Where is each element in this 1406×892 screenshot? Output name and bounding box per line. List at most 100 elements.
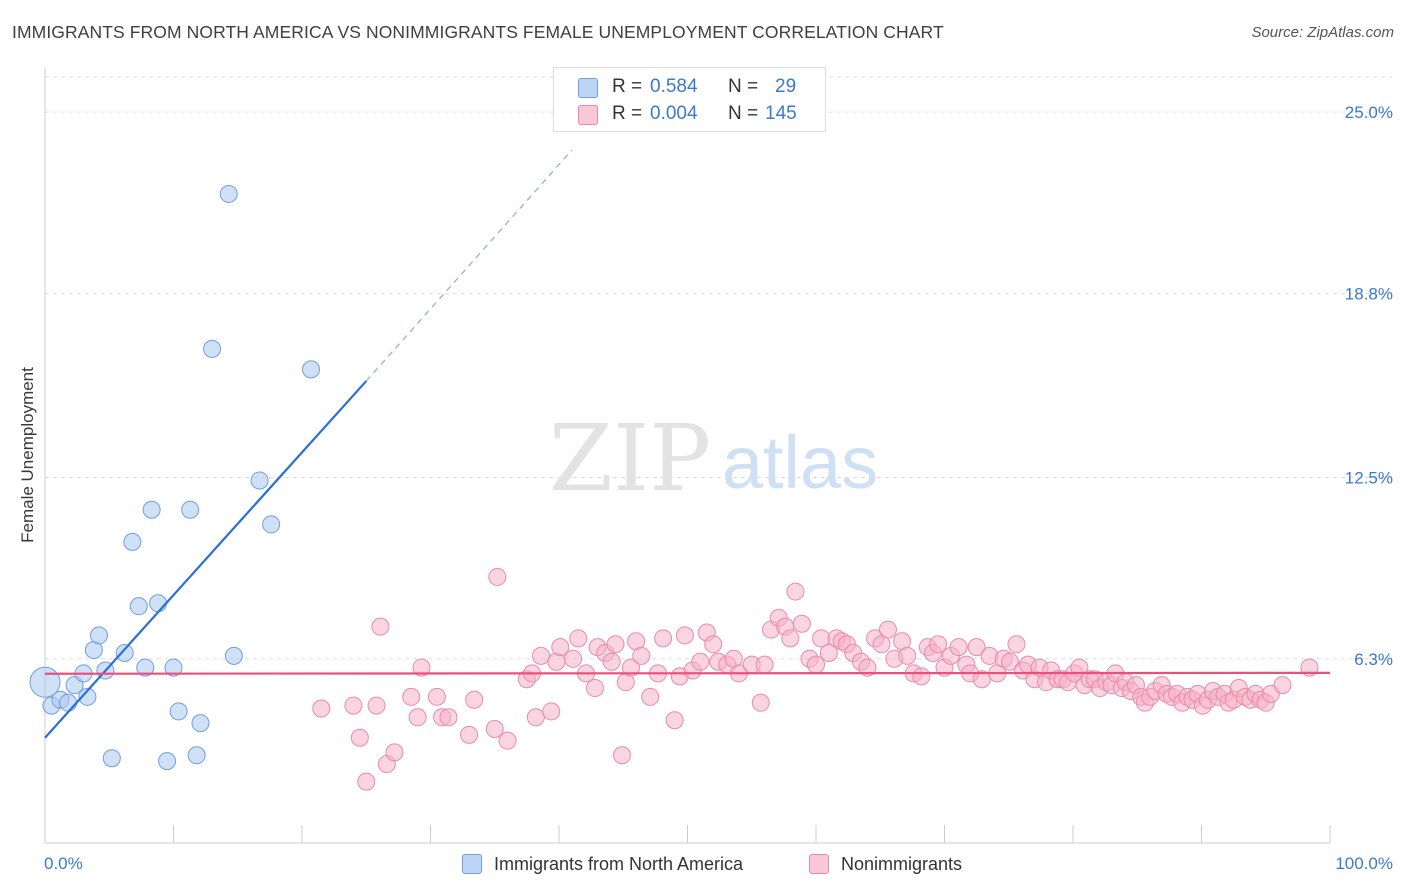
immigrants-point-11 — [115, 643, 134, 662]
watermark-zip: ZIP — [549, 405, 711, 512]
nonimmigrants-point-29 — [585, 679, 604, 698]
nonimmigrants-point-33 — [606, 635, 625, 654]
y-tick-label-2: 18.8% — [1345, 284, 1393, 303]
legend-r-value: 0.004 — [650, 103, 698, 124]
legend-label-immigrants: Immigrants from North America — [494, 853, 744, 874]
nonimmigrants-point-9 — [408, 708, 427, 727]
nonimmigrants-point-3 — [357, 772, 376, 791]
nonimmigrants-point-55 — [755, 655, 774, 674]
nonimmigrants-point-36 — [621, 658, 640, 677]
nonimmigrants-point-61 — [792, 614, 811, 633]
immigrants-trend-line — [44, 380, 368, 739]
nonimmigrants-point-71 — [858, 658, 877, 677]
immigrants-point-18 — [164, 658, 183, 677]
x-tick-labels: 0.0% 100.0% — [44, 854, 1393, 873]
immigrants-point-17 — [158, 752, 177, 771]
nonimmigrants-point-88 — [967, 638, 986, 657]
x-tick-label-max: 100.0% — [1335, 854, 1393, 873]
immigrants-point-20 — [181, 500, 200, 519]
immigrants-point-12 — [123, 532, 142, 551]
nonimmigrants-point-94 — [1007, 635, 1026, 654]
gridlines — [45, 76, 1392, 660]
nonimmigrants-point-16 — [485, 719, 504, 738]
chart-title: IMMIGRANTS FROM NORTH AMERICA VS NONIMMI… — [12, 22, 944, 42]
nonimmigrants-point-65 — [819, 643, 838, 662]
nonimmigrants-point-59 — [781, 629, 800, 648]
legend-swatch-nonimmigrants — [578, 105, 598, 125]
immigrants-point-3 — [59, 693, 78, 712]
immigrants-point-21 — [187, 746, 206, 765]
nonimmigrants-point-8 — [402, 687, 421, 706]
nonimmigrants-point-17 — [488, 567, 507, 586]
nonimmigrants-point-42 — [665, 711, 684, 730]
legend-n-value: 29 — [775, 76, 797, 97]
nonimmigrants-trend-line — [44, 671, 1331, 675]
nonimmigrants-points — [312, 567, 1319, 791]
source-label: Source: ZipAtlas.com — [1251, 24, 1394, 41]
nonimmigrants-point-54 — [751, 693, 770, 712]
nonimmigrants-point-5 — [371, 617, 390, 636]
nonimmigrants-point-85 — [949, 638, 968, 657]
nonimmigrants-point-39 — [641, 687, 660, 706]
nonimmigrants-point-60 — [786, 582, 805, 601]
y-tick-label-1: 12.5% — [1345, 469, 1393, 488]
y-tick-label-3: 25.0% — [1345, 103, 1393, 122]
nonimmigrants-point-18 — [498, 731, 517, 750]
nonimmigrants-point-48 — [704, 635, 723, 654]
legend-n-label: N = — [728, 103, 759, 124]
legend-label-nonimmigrants: Nonimmigrants — [841, 853, 963, 874]
nonimmigrants-point-22 — [532, 646, 551, 665]
nonimmigrants-point-41 — [654, 629, 673, 648]
y-tick-labels: 6.3% 12.5% 18.8% 25.0% — [1345, 103, 1393, 669]
nonimmigrants-point-105 — [1070, 658, 1089, 677]
immigrants-point-26 — [250, 471, 269, 490]
nonimmigrants-point-2 — [350, 728, 369, 747]
legend-n-label: N = — [728, 76, 759, 97]
nonimmigrants-point-93 — [1001, 652, 1020, 671]
immigrants-point-19 — [169, 702, 188, 721]
legend-item-immigrants[interactable]: Immigrants from North America — [462, 850, 743, 878]
nonimmigrants-point-15 — [465, 690, 484, 709]
nonimmigrants-point-79 — [912, 667, 931, 686]
nonimmigrants-point-89 — [972, 670, 991, 689]
legend-r-label: R = — [612, 76, 643, 97]
immigrants-point-16 — [149, 594, 168, 613]
nonimmigrants-point-77 — [898, 646, 917, 665]
nonimmigrants-point-1 — [344, 696, 363, 715]
immigrants-point-23 — [203, 339, 222, 358]
legend-r-label: R = — [612, 103, 643, 124]
legend-swatch-immigrants — [462, 854, 482, 874]
legend-n-value: 145 — [765, 103, 797, 124]
x-tick-label-min: 0.0% — [44, 854, 83, 873]
immigrants-point-28 — [301, 360, 320, 379]
nonimmigrants-point-27 — [569, 629, 588, 648]
nonimmigrants-point-0 — [312, 699, 331, 718]
series-legend: Immigrants from North America Nonimmigra… — [0, 850, 1406, 878]
nonimmigrants-point-10 — [412, 658, 431, 677]
nonimmigrants-point-46 — [691, 652, 710, 671]
nonimmigrants-point-143 — [1273, 676, 1292, 695]
legend-item-nonimmigrants[interactable]: Nonimmigrants — [809, 850, 962, 878]
legend-swatch-nonimmigrants — [809, 854, 829, 874]
y-tick-label-0: 6.3% — [1354, 650, 1393, 669]
nonimmigrants-point-14 — [460, 725, 479, 744]
immigrants-point-24 — [219, 184, 238, 203]
immigrants-point-6 — [78, 687, 97, 706]
immigrants-point-8 — [89, 626, 108, 645]
nonimmigrants-point-34 — [612, 746, 631, 765]
nonimmigrants-point-38 — [632, 646, 651, 665]
immigrants-trend-extension — [365, 149, 573, 382]
immigrants-point-15 — [142, 500, 161, 519]
immigrants-point-13 — [129, 597, 148, 616]
nonimmigrants-point-21 — [526, 708, 545, 727]
immigrants-point-10 — [102, 749, 121, 768]
immigrants-points — [29, 184, 320, 771]
nonimmigrants-point-23 — [542, 702, 561, 721]
trend-lines — [44, 149, 1331, 739]
watermark-atlas: atlas — [722, 421, 878, 504]
nonimmigrants-point-32 — [602, 652, 621, 671]
immigrants-point-25 — [224, 646, 243, 665]
nonimmigrants-point-7 — [385, 743, 404, 762]
immigrants-point-14 — [136, 658, 155, 677]
